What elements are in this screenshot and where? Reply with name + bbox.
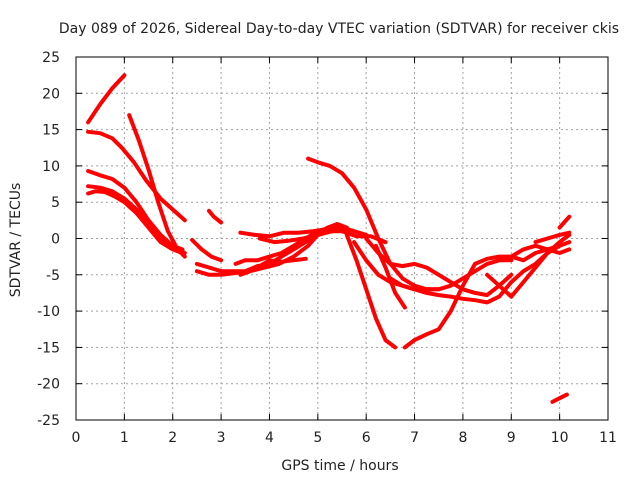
- x-tick-label: 9: [507, 430, 516, 446]
- series-track-s17: [352, 240, 514, 292]
- y-tick-label: -5: [46, 268, 60, 284]
- y-tick-label: 10: [42, 159, 60, 175]
- series-layer: [86, 73, 572, 404]
- y-tick-label: 5: [51, 195, 60, 211]
- y-tick-label: -10: [37, 304, 60, 320]
- x-tick-label: 10: [551, 430, 569, 446]
- series-track-s18: [364, 236, 514, 298]
- x-tick-label: 8: [458, 430, 467, 446]
- series-track-s1: [86, 73, 127, 125]
- y-tick-label: 15: [42, 123, 60, 139]
- series-track-s20: [402, 243, 562, 350]
- x-tick-labels: 0 1 2 3 4 5 6 7 8 9 10 11: [72, 430, 617, 446]
- x-tick-label: 4: [265, 430, 274, 446]
- series-track-s7: [190, 238, 224, 263]
- y-tick-label: 0: [51, 232, 60, 248]
- series-track-s2: [86, 129, 187, 223]
- y-tick-label: 20: [42, 86, 60, 102]
- x-tick-label: 11: [599, 430, 617, 446]
- series-track-s26: [550, 392, 569, 404]
- series-track-s5: [86, 184, 185, 252]
- x-tick-label: 2: [168, 430, 177, 446]
- x-tick-label: 3: [217, 430, 226, 446]
- series-track-s4: [86, 169, 187, 255]
- x-tick-label: 1: [120, 430, 129, 446]
- x-tick-label: 6: [362, 430, 371, 446]
- chart-title: Day 089 of 2026, Sidereal Day-to-day VTE…: [59, 21, 619, 37]
- series-track-s24: [533, 230, 572, 245]
- x-tick-label: 7: [410, 430, 419, 446]
- y-tick-label: -25: [37, 413, 60, 429]
- series-track-s15: [306, 156, 441, 292]
- y-tick-labels: -25 -20 -15 -10 -5 0 5 10 15 20 25: [37, 50, 60, 429]
- y-tick-label: -20: [37, 377, 60, 393]
- series-track-s13: [238, 227, 388, 245]
- series-track-s14: [257, 225, 344, 245]
- y-axis-label: SDTVAR / TECUs: [8, 183, 24, 298]
- series-track-s22: [485, 240, 572, 299]
- series-track-s25: [557, 214, 572, 230]
- x-axis-label: GPS time / hours: [281, 458, 398, 474]
- axis-ticks: [75, 56, 609, 421]
- series-track-s6: [86, 189, 185, 255]
- y-tick-label: 25: [42, 50, 60, 66]
- series-track-s16: [344, 232, 398, 350]
- series-track-s12: [238, 222, 349, 277]
- series-track-s23: [509, 243, 572, 259]
- x-tick-label: 5: [313, 430, 322, 446]
- x-tick-label: 0: [72, 430, 81, 446]
- y-tick-label: -15: [37, 340, 60, 356]
- series-track-s8: [207, 208, 224, 225]
